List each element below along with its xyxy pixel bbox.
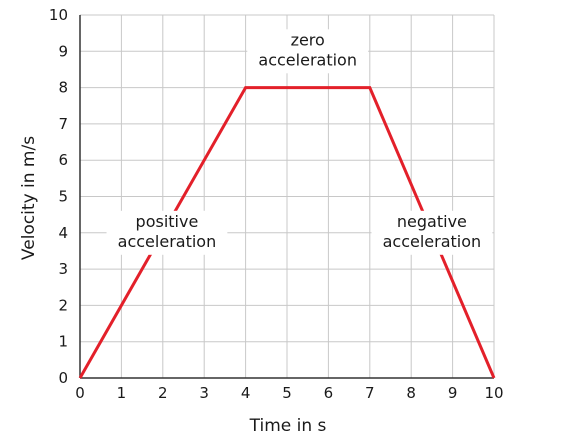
- x-tick-label: 9: [448, 384, 458, 402]
- y-tick-label: 4: [58, 224, 68, 242]
- x-tick-label: 7: [365, 384, 375, 402]
- x-tick-label: 8: [406, 384, 416, 402]
- x-tick-label: 6: [324, 384, 334, 402]
- y-tick-label: 9: [58, 42, 68, 60]
- x-tick-label: 5: [282, 384, 292, 402]
- y-axis-title: Velocity in m/s: [19, 136, 39, 260]
- annotations: zeroaccelerationpositiveaccelerationnega…: [106, 29, 493, 255]
- y-tick-label: 10: [49, 6, 68, 24]
- x-tick-label: 2: [158, 384, 168, 402]
- y-tick-label: 5: [58, 188, 68, 206]
- x-axis-title: Time in s: [249, 416, 327, 436]
- y-tick-label: 2: [58, 296, 68, 314]
- annotation-text: zero: [291, 30, 325, 49]
- annotation-background: [371, 210, 493, 255]
- x-tick-label: 4: [241, 384, 251, 402]
- tick-labels: 0 1 2 3 4 5 6 7 8 9 10 0 1 2 3 4 5 6 7 8 9 10: [49, 6, 504, 402]
- y-tick-label: 7: [58, 115, 68, 133]
- annotation-background: [106, 210, 228, 255]
- annotation-text: acceleration: [383, 232, 482, 251]
- axes: [79, 15, 494, 379]
- x-tick-label: 1: [117, 384, 127, 402]
- x-tick-label: 10: [484, 384, 503, 402]
- annotation-text: negative: [397, 212, 467, 231]
- annotation-text: acceleration: [118, 232, 217, 251]
- y-tick-label: 3: [58, 260, 68, 278]
- y-tick-label: 1: [58, 333, 68, 351]
- y-tick-label: 0: [58, 369, 68, 387]
- annotation-background: [247, 29, 369, 74]
- y-tick-label: 8: [58, 79, 68, 97]
- annotation-text: acceleration: [258, 50, 357, 69]
- annotation-text: positive: [136, 212, 199, 231]
- y-tick-label: 6: [58, 151, 68, 169]
- x-tick-label: 3: [199, 384, 209, 402]
- x-tick-label: 0: [75, 384, 85, 402]
